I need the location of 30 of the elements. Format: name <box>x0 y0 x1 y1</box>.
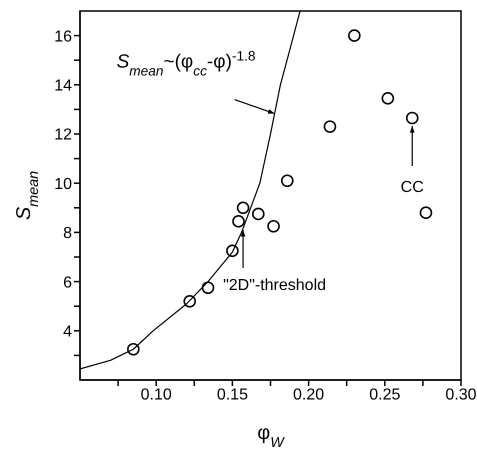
y-tick-label: 8 <box>63 225 72 242</box>
x-tick-label: 0.20 <box>293 386 324 404</box>
y-tick-label: 14 <box>54 77 72 94</box>
y-tick-label: 4 <box>63 323 72 340</box>
point <box>267 220 280 233</box>
x-tick-label: 0.10 <box>140 386 172 404</box>
point <box>252 208 265 220</box>
point <box>324 120 336 133</box>
point <box>183 294 196 308</box>
point <box>226 244 239 258</box>
point <box>382 92 394 105</box>
y-tick-label: 6 <box>63 274 72 292</box>
x-axis-title: φ$_{W}$ <box>257 422 286 451</box>
point <box>420 206 432 220</box>
annotation: CC <box>400 179 424 196</box>
y-tick-label: 10 <box>54 176 72 193</box>
x-tick-label: 0.30 <box>445 386 477 404</box>
x-tick-label: 0.25 <box>369 386 400 404</box>
point <box>280 174 294 188</box>
y-tick-label: 16 <box>54 28 72 46</box>
annotation: "2D"-threshold <box>223 276 326 294</box>
y-tick-label: 12 <box>54 126 72 144</box>
point <box>232 215 245 228</box>
point <box>406 112 419 124</box>
x-tick-label: 0.15 <box>216 386 248 404</box>
point <box>348 29 361 42</box>
point <box>202 281 214 294</box>
point <box>236 202 250 214</box>
annotation: S$_{mean}$~(φ$_{cc}$-φ)$^{-1.8}$ <box>116 48 256 78</box>
point <box>127 342 140 356</box>
